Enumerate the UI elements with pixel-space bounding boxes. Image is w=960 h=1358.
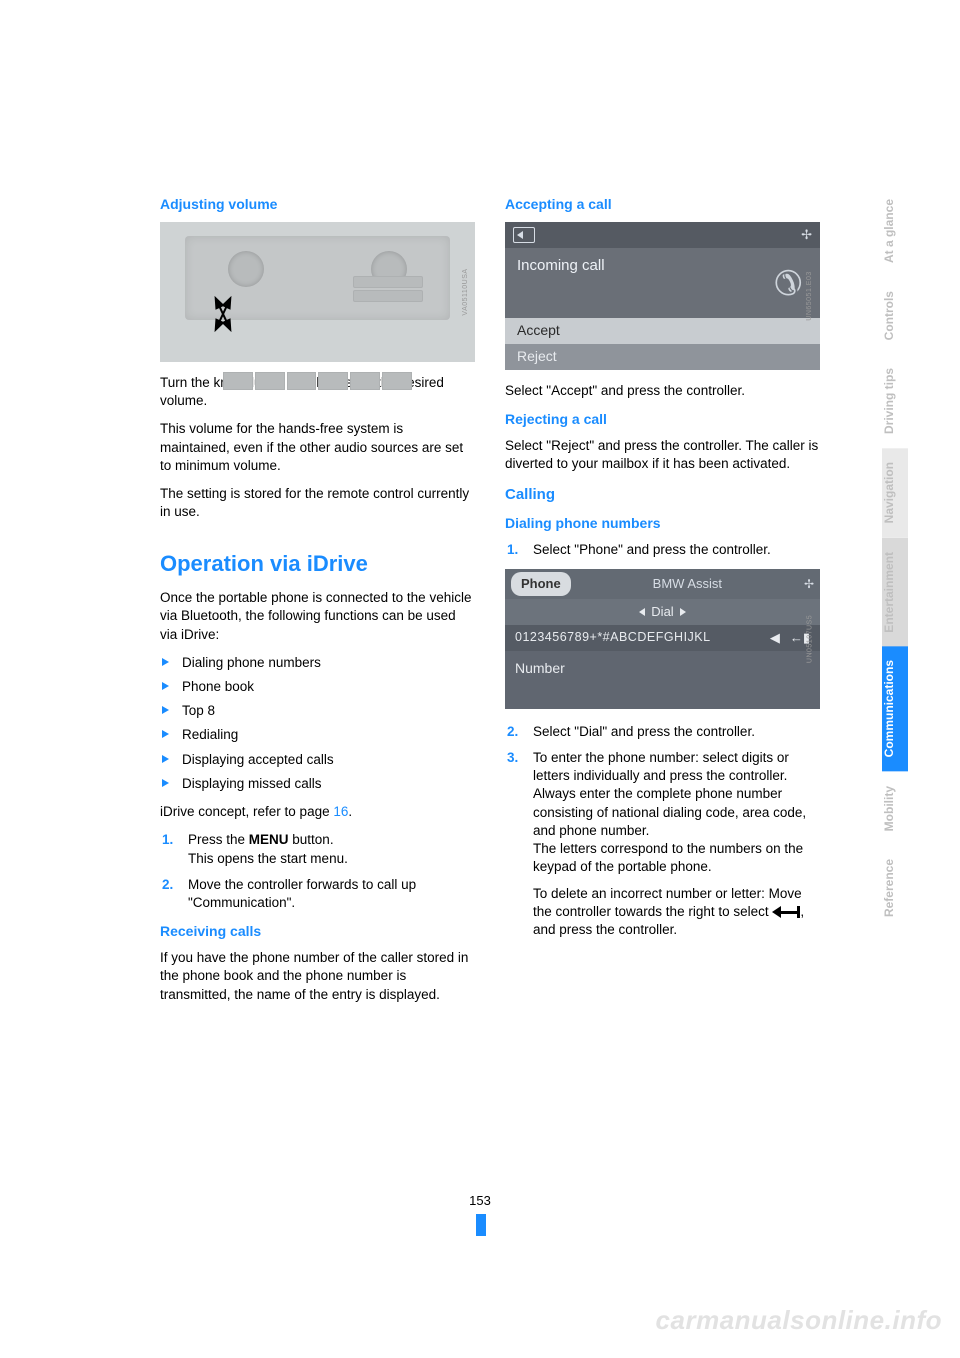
list-item: Top 8 xyxy=(160,702,475,720)
tab-entertainment[interactable]: Entertainment xyxy=(882,538,908,647)
radio-button-row xyxy=(223,372,412,390)
text: To delete an incorrect number or letter:… xyxy=(533,886,802,919)
tab-mobility[interactable]: Mobility xyxy=(882,772,908,845)
incoming-call-label: Incoming call xyxy=(517,257,605,274)
dial-label: Dial xyxy=(651,603,673,621)
text: Select "Phone" and press the controller. xyxy=(533,542,771,557)
dial-input-row: 0123456789+*#ABCDEFGHIJKL ◀ ←▮ xyxy=(505,625,820,651)
body-text: iDrive concept, refer to page 16. xyxy=(160,803,475,821)
figure-radio-knob: VA05110USA xyxy=(160,222,475,362)
nav-icon: ✢ xyxy=(804,576,814,592)
figure-caption: UN65051.E03 xyxy=(805,271,814,320)
text: Move the controller forwards to call up … xyxy=(188,877,416,910)
page-content: Adjusting volume VA05110USA Turn the kno… xyxy=(0,0,870,1358)
heading-calling: Calling xyxy=(505,485,820,505)
heading-rejecting-call: Rejecting a call xyxy=(505,410,820,429)
bmw-assist-tab: BMW Assist xyxy=(579,575,796,593)
list-item: Dialing phone numbers xyxy=(160,654,475,672)
page-link[interactable]: 16 xyxy=(333,804,348,819)
back-icon xyxy=(513,227,535,243)
text: To enter the phone number: select digits… xyxy=(533,750,806,838)
tab-at-a-glance[interactable]: At a glance xyxy=(882,185,908,277)
dial-row: Dial xyxy=(505,599,820,625)
rotate-arrows-icon xyxy=(198,289,248,339)
screenshot-body: Incoming call ✆ xyxy=(505,248,820,318)
heading-receiving-calls: Receiving calls xyxy=(160,922,475,941)
list-item: 1. Press the MENU button. This opens the… xyxy=(160,831,475,867)
tab-driving-tips[interactable]: Driving tips xyxy=(882,354,908,448)
number-label: Number xyxy=(505,651,820,686)
text: Press the xyxy=(188,832,249,847)
numbered-list: 2. Select "Dial" and press the controlle… xyxy=(505,723,820,939)
list-item: 3. To enter the phone number: select dig… xyxy=(505,749,820,939)
list-item: Redialing xyxy=(160,726,475,744)
side-tabs: At a glance Controls Driving tips Naviga… xyxy=(882,185,908,931)
text: button. xyxy=(289,832,334,847)
heading-adjusting-volume: Adjusting volume xyxy=(160,195,475,214)
heading-accepting-call: Accepting a call xyxy=(505,195,820,214)
chevron-right-icon xyxy=(680,608,686,616)
accept-row: Accept xyxy=(505,318,820,344)
body-text: If you have the phone number of the call… xyxy=(160,949,475,1004)
heading-operation-idrive: Operation via iDrive xyxy=(160,549,475,579)
tab-communications[interactable]: Communications xyxy=(882,646,908,771)
right-column: Accepting a call ✢ Incoming call ✆ Accep… xyxy=(505,195,820,1014)
reject-row: Reject xyxy=(505,344,820,370)
tab-controls[interactable]: Controls xyxy=(882,277,908,354)
list-item: Displaying missed calls xyxy=(160,775,475,793)
list-item: 2. Select "Dial" and press the controlle… xyxy=(505,723,820,741)
volume-knob-left xyxy=(228,251,264,287)
radio-slot xyxy=(353,276,423,288)
screenshot-tabbar: Phone BMW Assist ✢ xyxy=(505,569,820,599)
body-text: Once the portable phone is connected to … xyxy=(160,589,475,644)
dial-chars: 0123456789+*#ABCDEFGHIJKL xyxy=(515,629,711,646)
text: This opens the start menu. xyxy=(188,851,348,866)
two-column-layout: Adjusting volume VA05110USA Turn the kno… xyxy=(160,195,820,1014)
chevron-left-icon xyxy=(639,608,645,616)
menu-button-label: MENU xyxy=(249,832,289,847)
text: Select "Dial" and press the controller. xyxy=(533,724,755,739)
radio-slot xyxy=(353,290,423,302)
cursor-left-icon: ◀ xyxy=(770,629,780,647)
back-arrow-icon xyxy=(772,906,798,918)
body-text: This volume for the hands-free system is… xyxy=(160,420,475,475)
body-text: Select "Reject" and press the controller… xyxy=(505,437,820,473)
list-item: Displaying accepted calls xyxy=(160,751,475,769)
figure-caption: VA05110USA xyxy=(461,268,470,315)
figure-caption: UN05107US5 xyxy=(805,615,814,663)
heading-dialing: Dialing phone numbers xyxy=(505,514,820,533)
screenshot-titlebar: ✢ xyxy=(505,222,820,248)
numbered-list: 1. Press the MENU button. This opens the… xyxy=(160,831,475,912)
text: iDrive concept, refer to page xyxy=(160,804,333,819)
list-item: 1. Select "Phone" and press the controll… xyxy=(505,541,820,559)
figure-dial-screen: Phone BMW Assist ✢ Dial 0123456789+*#ABC… xyxy=(505,569,820,709)
page-number: 153 xyxy=(469,1193,491,1208)
nav-icon: ✢ xyxy=(801,226,812,244)
tab-reference[interactable]: Reference xyxy=(882,845,908,931)
text: The letters correspond to the numbers on… xyxy=(533,841,803,874)
body-text: The setting is stored for the remote con… xyxy=(160,485,475,521)
numbered-list: 1. Select "Phone" and press the controll… xyxy=(505,541,820,559)
watermark: carmanualsonline.info xyxy=(656,1305,942,1336)
list-item: Phone book xyxy=(160,678,475,696)
page-marker xyxy=(476,1214,486,1236)
dial-controls: ◀ ←▮ xyxy=(770,629,810,647)
left-column: Adjusting volume VA05110USA Turn the kno… xyxy=(160,195,475,1014)
list-item: 2. Move the controller forwards to call … xyxy=(160,876,475,912)
phone-icon: ✆ xyxy=(774,262,803,308)
phone-tab: Phone xyxy=(511,572,571,596)
figure-incoming-call: ✢ Incoming call ✆ Accept Reject UN65051.… xyxy=(505,222,820,370)
bullet-list: Dialing phone numbers Phone book Top 8 R… xyxy=(160,654,475,793)
tab-navigation[interactable]: Navigation xyxy=(882,448,908,537)
body-text: Select "Accept" and press the controller… xyxy=(505,382,820,400)
text: . xyxy=(348,804,352,819)
